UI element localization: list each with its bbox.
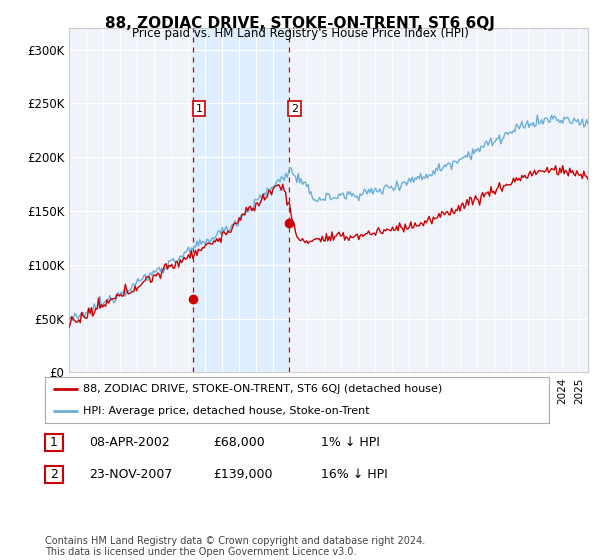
Text: 1: 1 (196, 104, 202, 114)
Bar (193, 28, 289, 372)
Text: 2: 2 (50, 468, 58, 482)
Text: £139,000: £139,000 (213, 468, 272, 482)
Text: £68,000: £68,000 (213, 436, 265, 449)
Text: 16% ↓ HPI: 16% ↓ HPI (321, 468, 388, 482)
Text: 1: 1 (50, 436, 58, 449)
Text: 08-APR-2002: 08-APR-2002 (89, 436, 170, 449)
Text: Contains HM Land Registry data © Crown copyright and database right 2024.
This d: Contains HM Land Registry data © Crown c… (45, 535, 425, 557)
Text: 1% ↓ HPI: 1% ↓ HPI (321, 436, 380, 449)
Text: Price paid vs. HM Land Registry's House Price Index (HPI): Price paid vs. HM Land Registry's House … (131, 27, 469, 40)
Text: HPI: Average price, detached house, Stoke-on-Trent: HPI: Average price, detached house, Stok… (83, 407, 370, 416)
Text: 2: 2 (291, 104, 298, 114)
Text: 88, ZODIAC DRIVE, STOKE-ON-TRENT, ST6 6QJ (detached house): 88, ZODIAC DRIVE, STOKE-ON-TRENT, ST6 6Q… (83, 384, 442, 394)
Text: 88, ZODIAC DRIVE, STOKE-ON-TRENT, ST6 6QJ: 88, ZODIAC DRIVE, STOKE-ON-TRENT, ST6 6Q… (105, 16, 495, 31)
Text: 23-NOV-2007: 23-NOV-2007 (89, 468, 172, 482)
